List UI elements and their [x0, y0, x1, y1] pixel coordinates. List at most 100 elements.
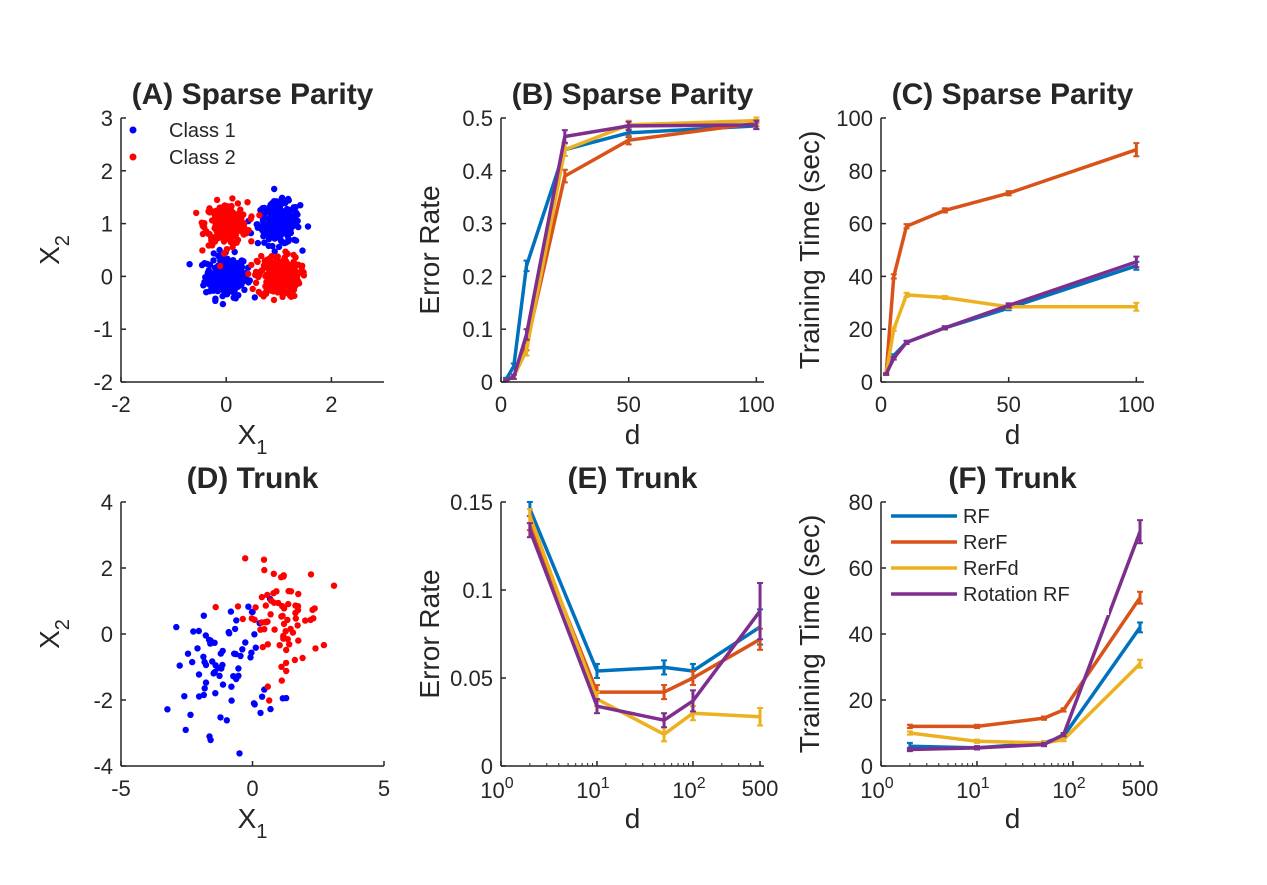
scatter-point — [287, 223, 294, 230]
scatter-point — [200, 612, 207, 619]
scatter-point — [205, 230, 212, 237]
y-tick-label: 20 — [849, 317, 873, 342]
scatter-point — [320, 641, 328, 649]
y-axis-label: Error Rate — [414, 569, 445, 698]
scatter-point — [270, 570, 277, 577]
scatter-point — [219, 300, 227, 308]
scatter-point — [249, 285, 256, 293]
scatter-point — [218, 207, 226, 214]
y-tick-label: 0.05 — [450, 666, 493, 691]
y-tick-label: -4 — [93, 754, 113, 779]
scatter-point — [291, 292, 298, 300]
scatter-point — [289, 629, 297, 636]
y-tick-label: 2 — [101, 159, 113, 184]
scatter-point — [264, 591, 271, 599]
x-tick-label: -5 — [111, 776, 131, 801]
scatter-point — [283, 205, 291, 213]
scatter-point — [164, 706, 171, 713]
scatter-point — [262, 602, 269, 609]
x-tick-label: 101 — [956, 775, 989, 803]
scatter-point — [247, 654, 254, 661]
scatter-point — [252, 271, 259, 279]
scatter-point — [252, 644, 259, 651]
scatter-point — [257, 626, 264, 633]
x-tick-label: 0 — [875, 392, 887, 417]
y-tick-label: 0 — [101, 264, 113, 289]
scatter-point — [184, 650, 192, 657]
scatter-point — [216, 246, 223, 254]
y-tick-label: 0.3 — [462, 212, 493, 237]
scatter-point — [253, 257, 260, 265]
chart-title: (E) Trunk — [567, 462, 697, 495]
scatter-point — [273, 215, 280, 222]
scatter-point — [284, 250, 291, 257]
y-tick-label: -1 — [93, 317, 113, 342]
scatter-point — [273, 224, 281, 231]
scatter-point — [292, 615, 299, 622]
scatter-point — [278, 208, 285, 215]
scatter-point — [244, 199, 251, 206]
scatter-point — [186, 261, 193, 268]
scatter-point — [273, 254, 280, 261]
scatter-point — [249, 608, 256, 616]
scatter-point — [241, 277, 249, 284]
plot-area — [186, 185, 312, 308]
scatter-point — [277, 213, 285, 220]
scatter-point — [255, 288, 262, 296]
scatter-point — [294, 603, 302, 610]
x-tick-label: 100 — [860, 775, 893, 803]
scatter-point — [216, 217, 223, 224]
y-tick-label: 0 — [481, 754, 493, 779]
x-tick-label: 0 — [495, 392, 507, 417]
scatter-point — [267, 212, 275, 219]
scatter-point — [265, 242, 272, 250]
y-tick-label: 100 — [836, 106, 873, 131]
scatter-point — [213, 196, 221, 204]
y-tick-label: 40 — [849, 264, 873, 289]
x-axis-label: d — [1005, 419, 1021, 450]
scatter-point — [307, 571, 315, 578]
x-tick-label: 100 — [1118, 392, 1155, 417]
y-tick-label: 80 — [849, 159, 873, 184]
scatter-point — [268, 262, 276, 269]
scatter-point — [251, 294, 258, 301]
series-rerf — [883, 142, 1140, 376]
series-line — [884, 264, 1137, 375]
y-tick-label: 0 — [101, 622, 113, 647]
scatter-point — [282, 628, 289, 635]
scatter-point — [280, 635, 287, 642]
scatter-point — [232, 295, 239, 302]
scatter-point — [252, 279, 260, 286]
scatter-point — [295, 590, 302, 598]
scatter-point — [198, 261, 206, 269]
scatter-point — [284, 616, 291, 624]
scatter-point — [271, 248, 278, 255]
y-tick-label: 2 — [101, 556, 113, 581]
y-tick-label: 0.15 — [450, 490, 493, 515]
scatter-point — [330, 582, 338, 589]
scatter-point — [252, 604, 259, 611]
y-tick-label: 1 — [101, 212, 113, 237]
scatter-point — [304, 223, 312, 230]
scatter-point — [219, 681, 227, 688]
y-tick-label: 0 — [861, 370, 873, 395]
scatter-point — [241, 286, 248, 293]
scatter-point — [228, 683, 235, 690]
scatter-point — [212, 603, 219, 611]
legend-label: Class 2 — [169, 147, 236, 169]
scatter-point — [268, 597, 275, 604]
scatter-point — [280, 270, 287, 278]
y-tick-label: 40 — [849, 622, 873, 647]
scatter-point — [291, 205, 298, 212]
scatter-point — [193, 209, 200, 217]
scatter-point — [295, 280, 303, 287]
scatter-point — [209, 234, 217, 241]
scatter-point — [202, 661, 210, 669]
x-tick-label: 101 — [576, 775, 609, 803]
scatter-point — [311, 605, 318, 612]
scatter-point — [282, 659, 290, 667]
scatter-point — [268, 253, 275, 260]
y-tick-label: 0.1 — [462, 578, 493, 603]
scatter-point — [201, 280, 208, 288]
x-tick-label: -2 — [111, 392, 131, 417]
